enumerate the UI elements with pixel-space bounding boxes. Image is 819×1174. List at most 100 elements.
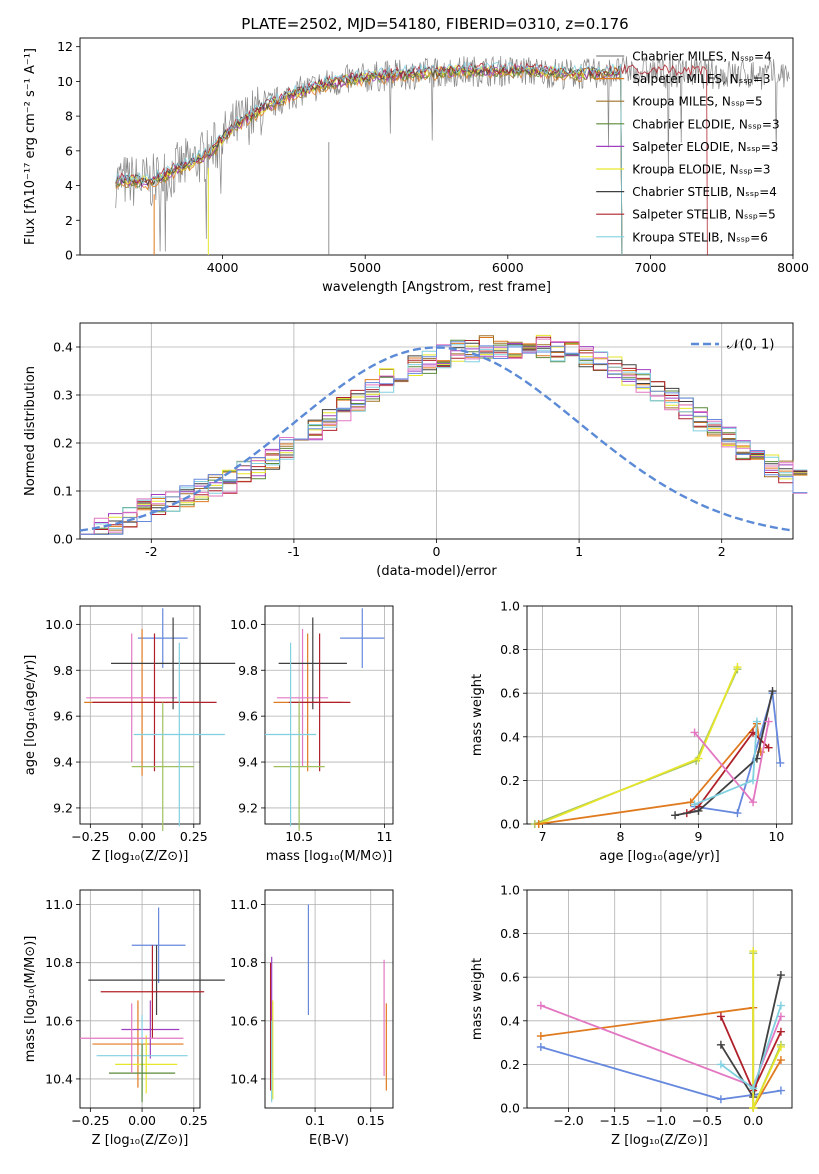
y-tick-label: 0.3 (53, 388, 73, 403)
data-point-marker (776, 1042, 785, 1051)
y-axis-label: Normed distribution (23, 366, 38, 496)
x-tick-label: 9 (694, 829, 702, 844)
y-tick-label: 9.8 (238, 663, 258, 678)
y-tick-label: 0.8 (500, 642, 520, 657)
data-point-marker (776, 1012, 785, 1021)
histogram-step-line (80, 336, 808, 535)
x-tick-label: 7 (539, 829, 547, 844)
legend-label: Kroupa ELODIE, Nₛₛₚ=3 (632, 163, 770, 177)
y-tick-label: 0.6 (500, 686, 520, 701)
y-tick-label: 6 (65, 143, 73, 158)
spectrum-panel: 4000 5000 6000 7000 8000 0 2 4 6 8 10 12 wavelength … (23, 37, 809, 295)
axes-frame (79, 322, 794, 540)
y-tick-label: 10.8 (230, 955, 258, 970)
y-tick-label: 0.6 (500, 970, 520, 985)
x-tick-label: 10.5 (285, 829, 313, 844)
x-tick-label: −0.25 (71, 829, 109, 844)
x-tick-label: 4000 (207, 260, 239, 275)
x-tick-label: 5000 (349, 260, 381, 275)
x-axis-label: Z [log₁₀(Z/Z⊙)] (92, 849, 189, 864)
data-point-marker (776, 1056, 785, 1065)
legend-label: 𝒩(0, 1) (727, 338, 774, 353)
axes-frame (264, 605, 394, 825)
data-point-marker (716, 1095, 725, 1104)
y-axis-label: mass weight (470, 958, 485, 1040)
y-tick-label: 2 (65, 213, 73, 228)
y-axis-label: age [log₁₀(age/yr)] (23, 655, 38, 776)
y-tick-label: 10.4 (45, 1071, 73, 1086)
y-tick-label: 1.0 (500, 883, 520, 898)
x-tick-label: −0.5 (692, 1113, 722, 1128)
data-point-marker (733, 809, 742, 818)
y-axis-label: mass weight (470, 674, 485, 756)
x-tick-label: 8 (617, 829, 625, 844)
y-tick-label: 9.2 (238, 800, 258, 815)
legend-label: Chabrier MILES, Nₛₛₚ=4 (632, 50, 772, 64)
y-tick-label: 0.0 (53, 532, 73, 547)
y-tick-label: 11.0 (45, 897, 73, 912)
weight-vs-metallicity-panel: −2.0 −1.5 −1.0 −0.5 0.0 0.0 0.2 0.4 0.6 0.8 1.0 Z [… (470, 883, 793, 1148)
axes-frame (79, 605, 201, 825)
y-tick-label: 0.2 (53, 436, 73, 451)
figure-title: PLATE=2502, MJD=54180, FIBERID=0310, z=0… (241, 15, 628, 33)
data-point-marker (690, 728, 699, 737)
y-tick-label: 0.2 (500, 773, 520, 788)
mass-vs-metallicity-panel: −0.25 0.00 0.25 10.4 10.6 10.8 11.0 Z [log₁₀(Z/… (23, 889, 225, 1148)
x-tick-label: −0.25 (71, 1113, 109, 1128)
age-vs-metallicity-panel: −0.25 0.00 0.25 9.2 9.4 9.6 9.8 10.0 Z [log₁₀(Z/… (23, 605, 236, 864)
data-point-marker (764, 717, 773, 726)
x-tick-label: 0.1 (305, 1113, 325, 1128)
legend-label: Chabrier ELODIE, Nₛₛₚ=3 (632, 117, 779, 131)
x-tick-label: 11 (377, 829, 393, 844)
y-tick-label: 10.4 (230, 1071, 258, 1086)
mass-vs-ebv-panel: 0.1 0.15 10.4 10.6 10.8 11.0 E(B-V) (230, 889, 394, 1148)
data-point-marker (671, 811, 680, 820)
y-tick-label: 4 (65, 178, 73, 193)
residuals-panel: -2 -1 0 1 2 0.0 0.1 0.2 0.3 0.4 (data-model)/error… (23, 322, 808, 579)
data-point-marker (764, 743, 773, 752)
x-tick-label: 8000 (777, 260, 809, 275)
x-axis-label: mass [log₁₀(M/M⊙)] (266, 849, 393, 864)
y-tick-label: 8 (65, 109, 73, 124)
data-point-marker (776, 1027, 785, 1036)
y-tick-label: 9.4 (238, 755, 258, 770)
data-point-marker (768, 687, 777, 696)
model-spectrum-line (115, 61, 708, 256)
data-point-marker (733, 663, 742, 672)
data-point-marker (776, 971, 785, 980)
x-tick-label: 0.25 (180, 829, 208, 844)
y-tick-label: 1.0 (500, 599, 520, 614)
y-tick-label: 9.8 (53, 663, 73, 678)
x-tick-label: 1 (575, 544, 583, 559)
data-point-marker (776, 1001, 785, 1010)
data-point-marker (776, 758, 785, 767)
x-tick-label: 0.15 (357, 1113, 385, 1128)
data-point-marker (694, 754, 703, 763)
histogram-step-line (80, 338, 808, 535)
histogram-step-line (80, 344, 808, 535)
y-tick-label: 12 (57, 39, 73, 54)
legend-label: Kroupa MILES, Nₛₛₚ=5 (632, 95, 762, 109)
x-axis-label: E(B-V) (309, 1133, 349, 1148)
weight-vs-age-panel: 7 8 9 10 0.0 0.2 0.4 0.6 0.8 1.0 age [log₁₀(age/yr… (470, 599, 793, 864)
y-tick-label: 0.1 (53, 484, 73, 499)
data-point-marker (752, 717, 761, 726)
data-point-marker (716, 1012, 725, 1021)
y-tick-label: 10 (57, 74, 73, 89)
data-point-marker (749, 1104, 758, 1112)
x-tick-label: 0 (433, 544, 441, 559)
data-point-marker (749, 798, 758, 807)
x-tick-label: 0.25 (180, 1113, 208, 1128)
series-line (540, 1046, 782, 1101)
legend-label: Salpeter MILES, Nₛₛₚ=3 (632, 72, 770, 86)
gaussian-reference-line (79, 346, 794, 532)
data-point-marker (690, 800, 699, 809)
data-point-marker (536, 1032, 545, 1041)
data-point-marker (536, 1042, 545, 1051)
x-axis-label: Z [log₁₀(Z/Z⊙)] (92, 1133, 189, 1148)
data-point-marker (716, 1060, 725, 1069)
y-tick-label: 9.6 (238, 709, 258, 724)
x-axis-label: Z [log₁₀(Z/Z⊙)] (611, 1133, 708, 1148)
y-tick-label: 0.4 (500, 1013, 520, 1028)
